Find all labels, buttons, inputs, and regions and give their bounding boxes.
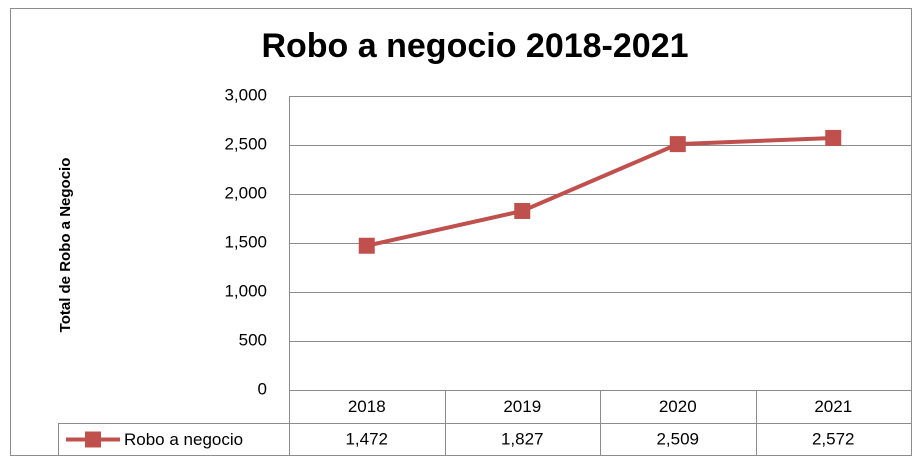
- x-tick-label: 2019: [503, 397, 541, 416]
- table-value: 2,572: [812, 429, 855, 448]
- x-tick-label: 2018: [348, 397, 386, 416]
- y-tick-label: 3,000: [224, 85, 267, 104]
- marker: [825, 129, 842, 146]
- table-value: 2,509: [656, 429, 699, 448]
- y-axis-label: Total de Robo a Negocio: [57, 158, 74, 333]
- chart-title: Robo a negocio 2018-2021: [261, 27, 688, 65]
- y-tick-label: 1,000: [224, 281, 267, 300]
- marker: [358, 237, 375, 254]
- x-tick-label: 2021: [814, 397, 852, 416]
- y-tick-label: 1,500: [224, 232, 267, 251]
- line: [366, 135, 834, 248]
- y-tick-label: 2,500: [224, 134, 267, 153]
- legend-label: Robo a negocio: [124, 430, 243, 449]
- x-tick-label: 2020: [659, 397, 697, 416]
- chart-border: [10, 8, 912, 456]
- marker: [514, 202, 531, 219]
- table-value: 1,827: [501, 429, 544, 448]
- y-tick-label: 0: [258, 379, 267, 398]
- legend-marker: [85, 431, 101, 448]
- y-tick-label: 500: [239, 330, 267, 349]
- y-tick-label: 2,000: [224, 183, 267, 202]
- table-value: 1,472: [345, 429, 388, 448]
- marker: [669, 136, 686, 153]
